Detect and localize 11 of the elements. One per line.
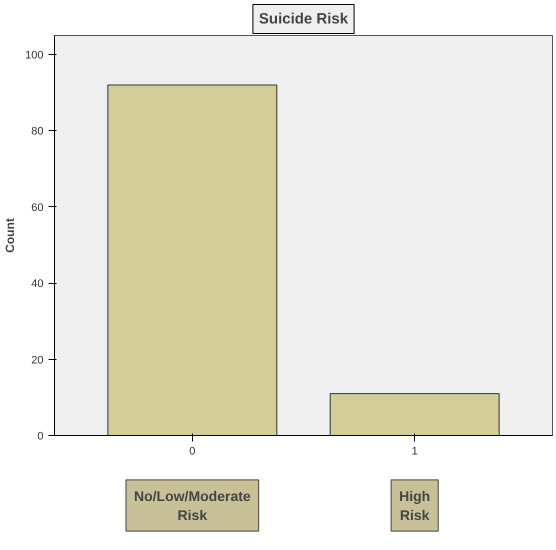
y-tick-label: 0 (37, 430, 44, 442)
y-tick-label: 60 (31, 202, 44, 214)
chart-title: Suicide Risk (258, 10, 349, 28)
y-tick-label: 40 (31, 278, 44, 290)
x-tick-label: 1 (412, 446, 418, 458)
y-tick-label: 20 (31, 354, 44, 366)
y-axis-title: Count (3, 218, 18, 253)
text: High Risk (399, 488, 430, 524)
y-tick-label: 100 (25, 50, 44, 62)
y-tick-label: 80 (31, 126, 44, 138)
text: No/Low/Moderate Risk (134, 488, 251, 524)
